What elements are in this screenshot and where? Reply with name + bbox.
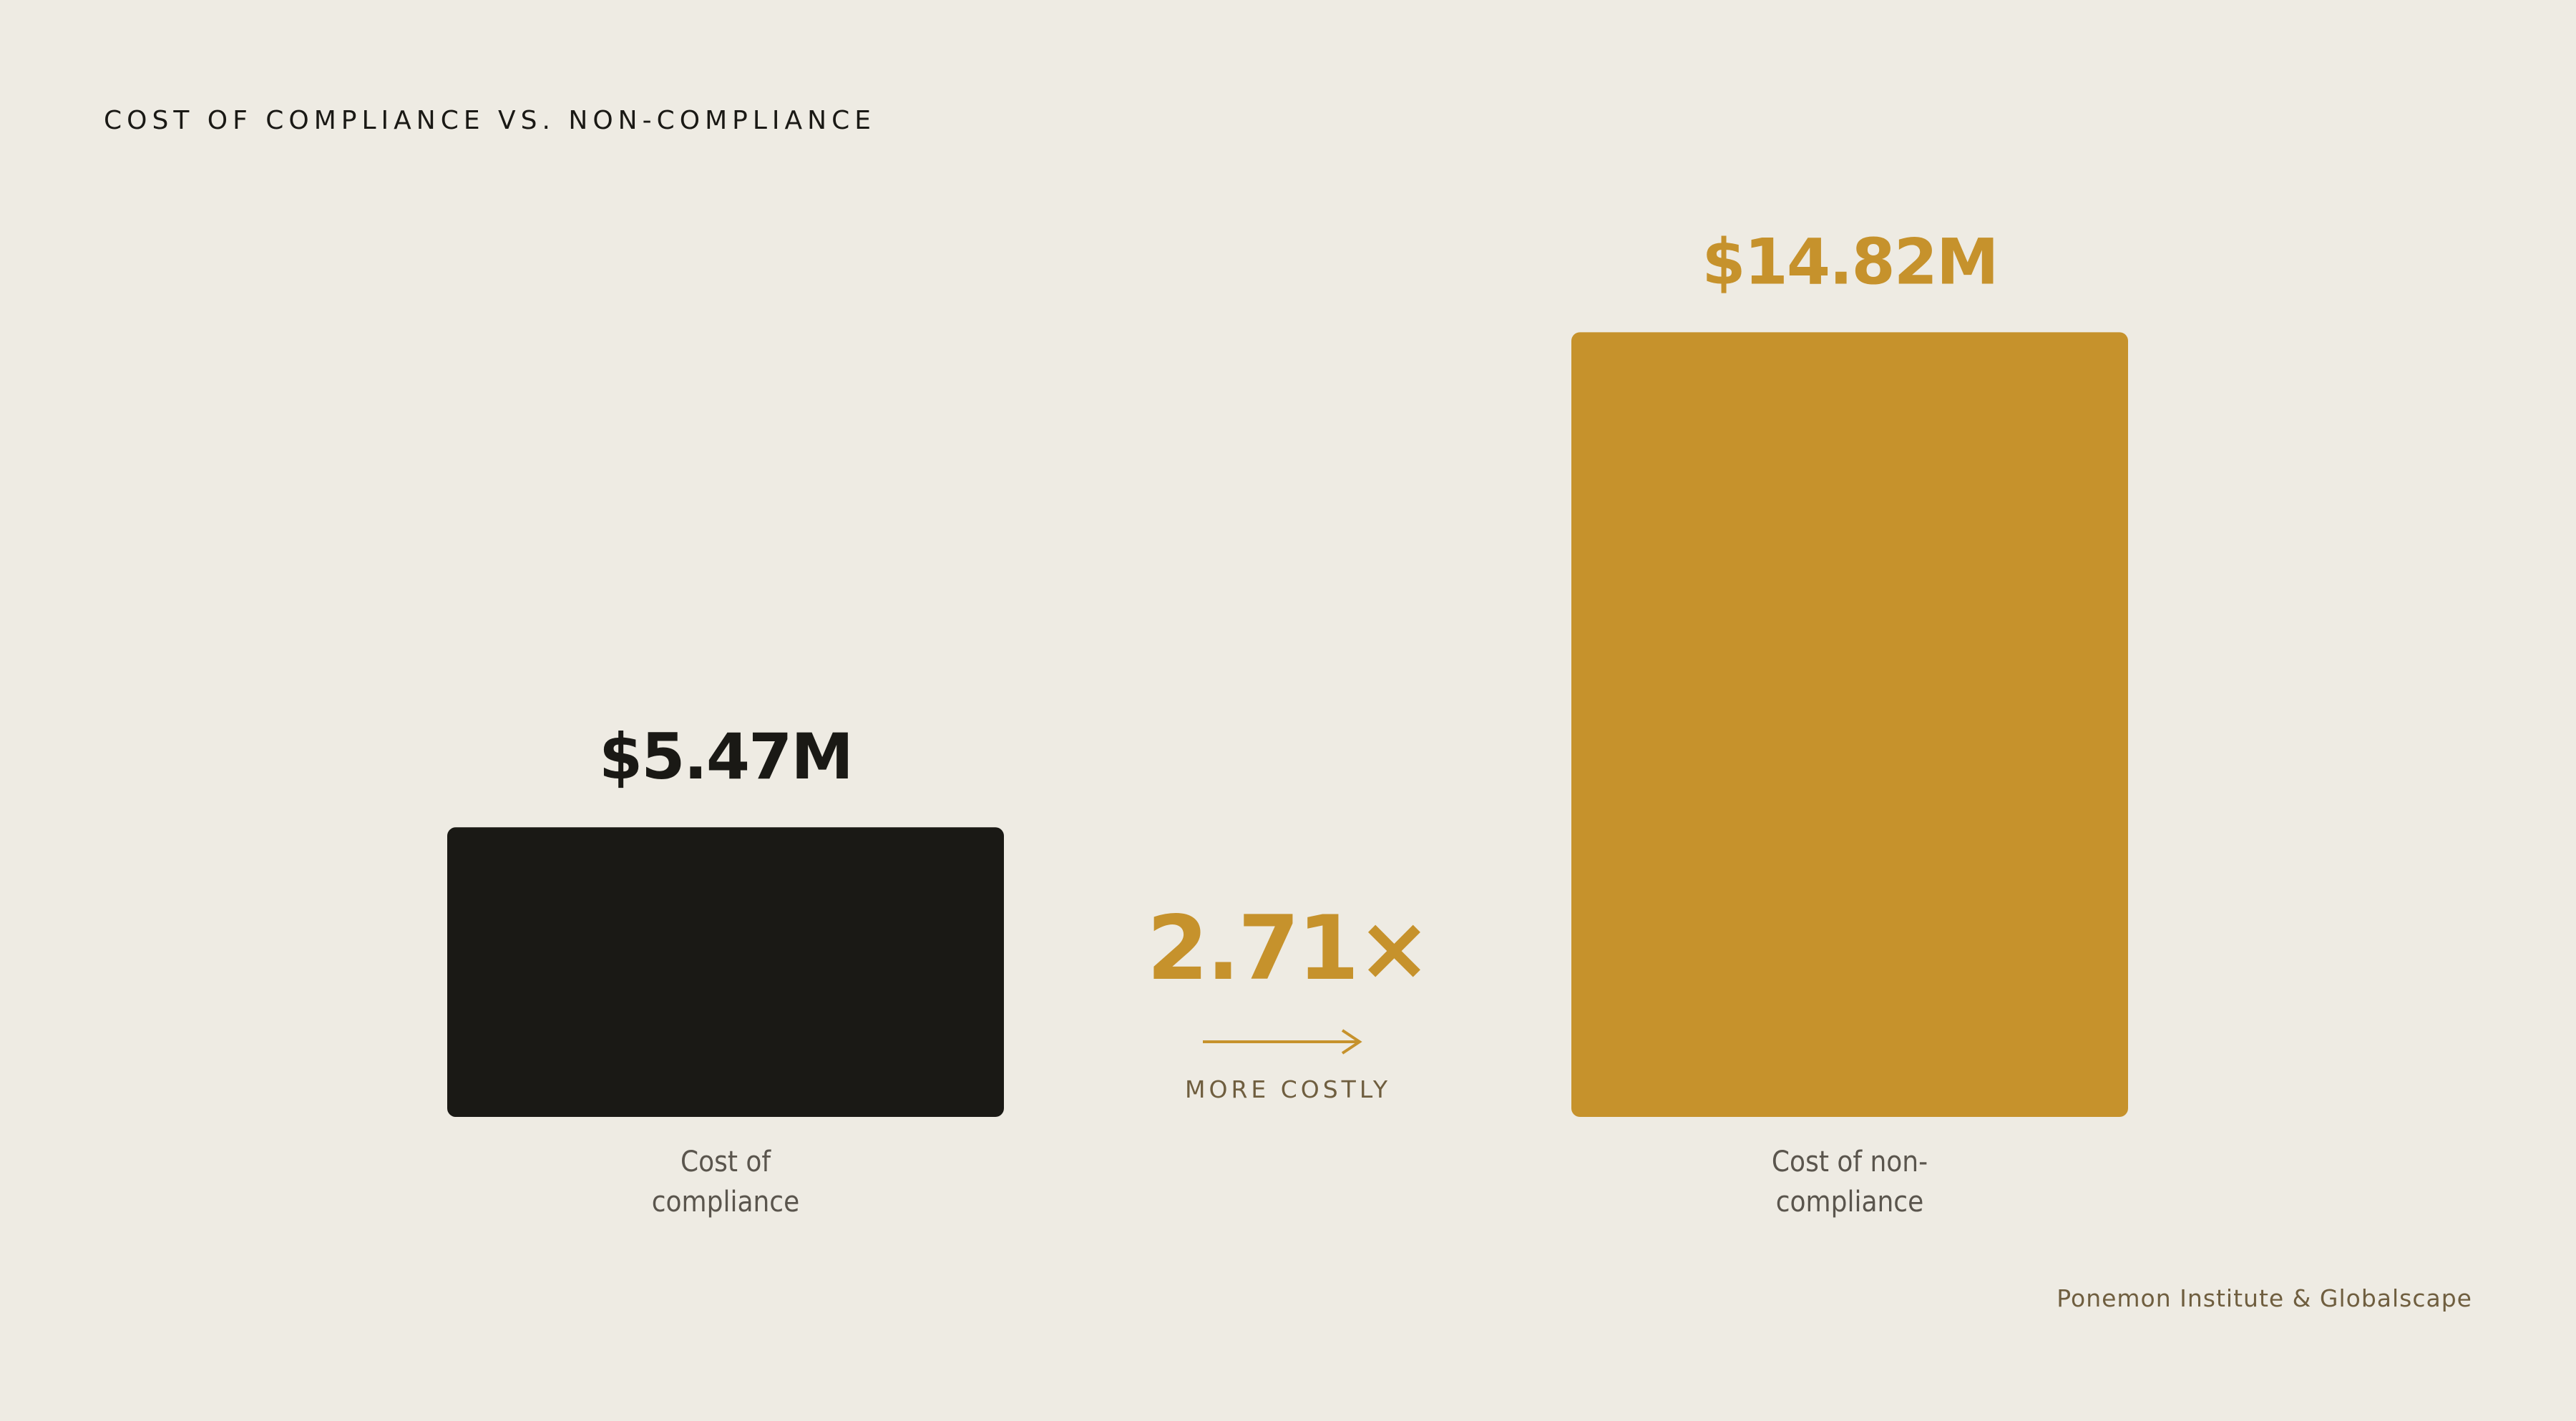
ratio-annotation: 2.71× xyxy=(1147,897,1430,1000)
value-label: $14.82M xyxy=(1702,225,1997,298)
arrow xyxy=(1203,1029,1362,1055)
category-label: Cost of compliance xyxy=(651,1146,800,1219)
value-label: $5.47M xyxy=(599,720,852,793)
bar xyxy=(447,827,1004,1117)
source: Ponemon Institute & Globalscape xyxy=(2057,1284,2472,1312)
annotation-note: MORE COSTLY xyxy=(1185,1075,1391,1103)
bar xyxy=(1571,332,2128,1117)
category-label: Cost of non-compliance xyxy=(1771,1146,1928,1219)
chart-title: COST OF COMPLIANCE VS. NON-COMPLIANCE xyxy=(104,106,876,135)
